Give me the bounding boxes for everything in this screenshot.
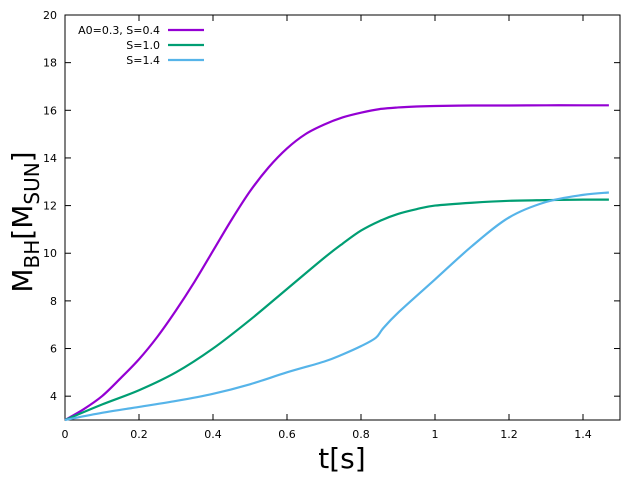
x-tick-label: 1 xyxy=(432,428,439,441)
y-tick-label: 16 xyxy=(43,104,57,117)
series-line-2 xyxy=(64,198,609,422)
legend-label-3: S=1.4 xyxy=(126,54,160,67)
y-axis-title-sub1: BH xyxy=(20,240,44,269)
y-tick-label: 14 xyxy=(43,152,57,165)
series-line-1 xyxy=(64,104,609,421)
y-tick-label: 6 xyxy=(50,343,57,356)
axis-ticks: 0 0.2 0.4 0.6 0.8 1 1.2 1.4 4 6 8 10 12 14 16 18 20 xyxy=(43,9,620,441)
x-axis-title: t[s] xyxy=(318,442,365,475)
y-tick-label: 8 xyxy=(50,295,57,308)
y-axis-title-main: M xyxy=(6,268,39,292)
y-axis-title-mid: [M xyxy=(6,205,39,240)
x-tick-label: 0.2 xyxy=(130,428,148,441)
plot-frame xyxy=(64,14,621,421)
legend-label-1: A0=0.3, S=0.4 xyxy=(78,24,160,37)
y-tick-label: 12 xyxy=(43,200,57,213)
legend-label-2: S=1.0 xyxy=(126,39,160,52)
x-tick-label: 0.6 xyxy=(278,428,296,441)
y-axis-title-end: ] xyxy=(6,151,39,162)
y-tick-label: 18 xyxy=(43,57,57,70)
x-tick-label: 0 xyxy=(62,428,69,441)
x-tick-label: 1.4 xyxy=(574,428,592,441)
y-tick-label: 10 xyxy=(43,247,57,260)
y-tick-label: 4 xyxy=(50,390,57,403)
x-tick-label: 0.8 xyxy=(352,428,370,441)
x-tick-label: 0.4 xyxy=(204,428,222,441)
legend: A0=0.3, S=0.4 S=1.0 S=1.4 xyxy=(78,24,204,67)
series-lines xyxy=(64,104,609,422)
series-line-3 xyxy=(64,191,609,422)
y-axis-title: MBH[MSUN] xyxy=(6,151,44,292)
y-axis-title-sub2: SUN xyxy=(20,162,44,204)
y-tick-label: 20 xyxy=(43,9,57,22)
x-tick-label: 1.2 xyxy=(500,428,518,441)
